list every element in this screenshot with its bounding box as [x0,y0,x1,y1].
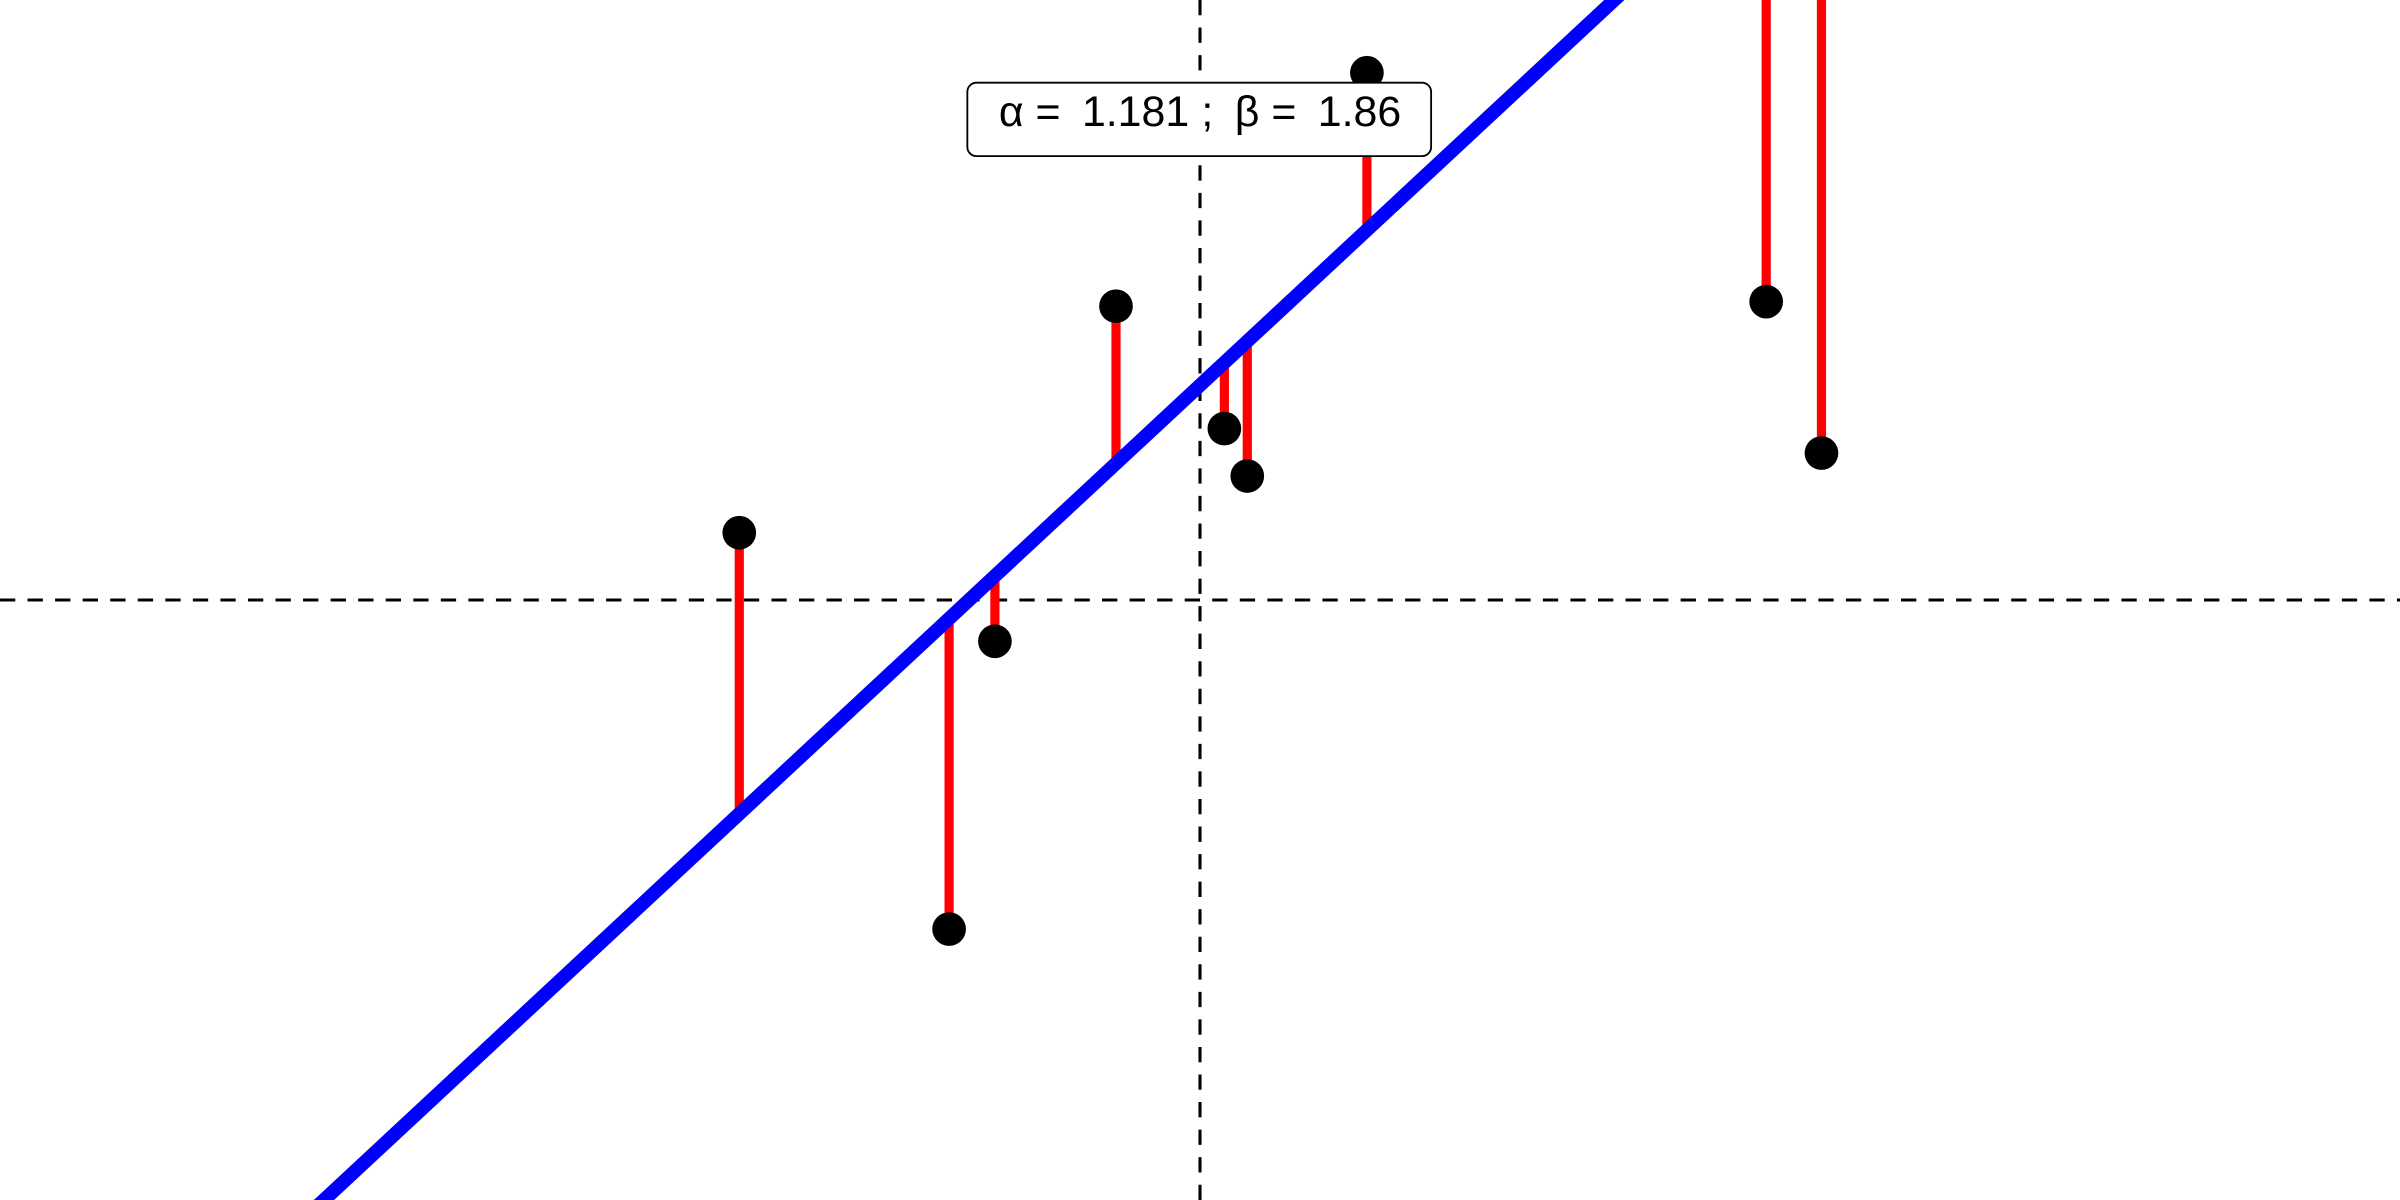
data-point [1099,289,1133,324]
alpha-value: 1.181 [1082,88,1189,136]
data-point [1350,55,1384,90]
annotation: α = 1.181; β = 1.86 [966,81,1433,158]
separator: ; [1201,88,1213,136]
annotation-text: α = 1.181; β = 1.86 [999,88,1401,136]
data-point [1207,411,1242,446]
data-point [1804,436,1839,470]
data-point [1749,284,1784,319]
alpha-label: α = [999,88,1061,136]
data-point [932,912,966,946]
beta-label: β = [1235,88,1297,136]
annotation-box [966,81,1433,158]
beta-value: 1.86 [1318,88,1401,136]
data-point [722,515,757,550]
data-point [1230,459,1265,493]
data-point [978,624,1012,659]
